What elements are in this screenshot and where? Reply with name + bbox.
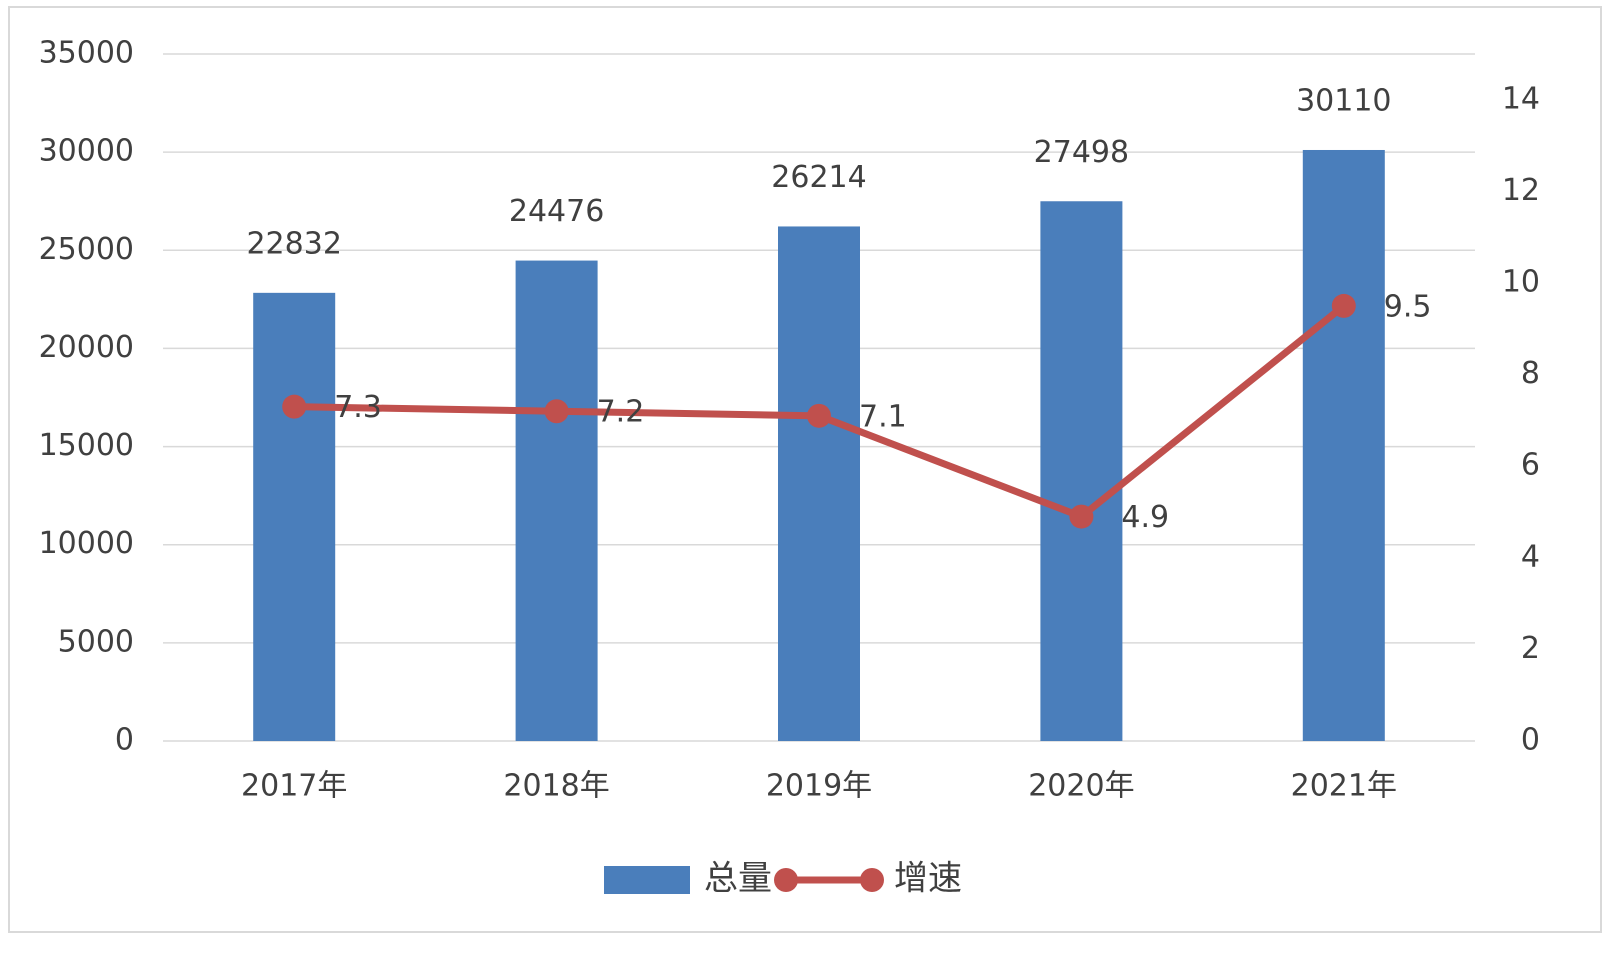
bar (515, 260, 598, 741)
y2-tick-label: 8 (1521, 356, 1540, 391)
y2-tick-label: 12 (1502, 173, 1540, 208)
bar-value-label: 24476 (509, 194, 604, 229)
line-marker (1069, 504, 1094, 529)
legend-swatch (604, 866, 690, 894)
bar-value-label: 26214 (771, 160, 866, 195)
bar (253, 292, 336, 741)
legend-swatch (860, 868, 884, 892)
y-tick-label: 30000 (39, 134, 134, 169)
bar-value-label: 30110 (1296, 83, 1391, 118)
line-value-label: 7.2 (597, 395, 645, 430)
y-tick-label: 5000 (58, 624, 134, 659)
bar-value-label: 22832 (246, 226, 341, 261)
x-tick-label: 2021年 (1291, 769, 1397, 804)
line-value-label: 7.3 (334, 390, 382, 425)
y-tick-label: 15000 (39, 428, 134, 463)
line-marker (807, 403, 831, 428)
x-tick-label: 2020年 (1028, 769, 1134, 804)
legend-label: 增速 (894, 859, 962, 899)
y2-tick-label: 4 (1521, 539, 1540, 574)
bar-value-label: 27498 (1034, 135, 1129, 170)
y2-tick-label: 6 (1521, 448, 1540, 483)
chart-frame (8, 6, 1602, 933)
line-value-label: 4.9 (1121, 500, 1169, 535)
line-marker (282, 394, 307, 419)
bar (778, 226, 860, 741)
x-tick-label: 2018年 (503, 769, 609, 804)
y2-tick-label: 2 (1521, 631, 1540, 666)
y-tick-label: 10000 (39, 526, 134, 561)
y-tick-label: 25000 (39, 232, 134, 267)
legend-label: 总量 (704, 859, 772, 899)
line-value-label: 9.5 (1384, 289, 1432, 324)
y2-tick-label: 0 (1521, 723, 1540, 758)
x-tick-label: 2017年 (241, 769, 347, 804)
y-tick-label: 20000 (39, 330, 134, 365)
y2-tick-label: 14 (1502, 81, 1540, 116)
legend-swatch (774, 868, 798, 892)
y2-tick-label: 10 (1502, 265, 1540, 300)
bar (1040, 201, 1123, 741)
line-marker (544, 399, 569, 424)
bar (1302, 149, 1385, 742)
line-value-label: 7.1 (859, 399, 907, 434)
line-marker (1331, 293, 1356, 318)
y-tick-label: 35000 (39, 36, 134, 71)
y-tick-label: 0 (115, 723, 134, 758)
x-tick-label: 2019年 (766, 769, 872, 804)
